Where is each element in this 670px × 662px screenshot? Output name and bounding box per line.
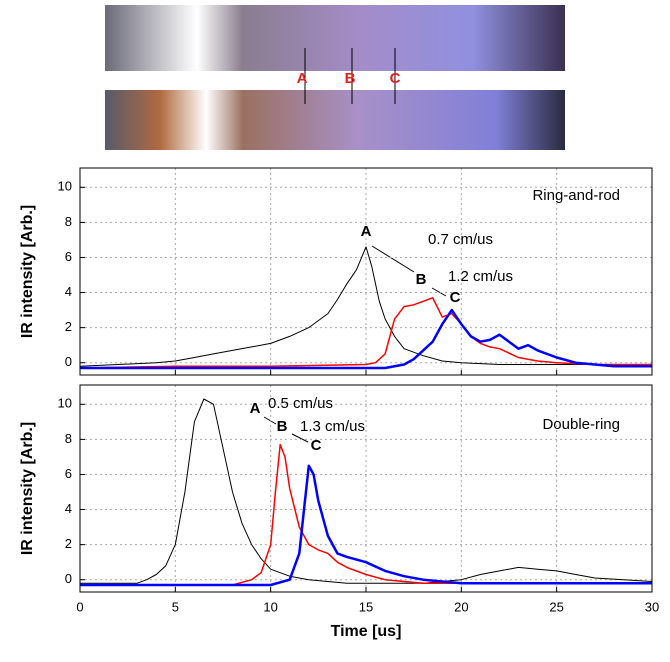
series-line — [80, 308, 652, 370]
y-tick-label: 0 — [65, 571, 72, 586]
annotation: Ring-and-rod — [532, 187, 620, 204]
y-axis-label: IR intensity [Arb.] — [19, 422, 36, 555]
annotation: 0.5 cm/us — [268, 395, 333, 412]
x-tick-label: 5 — [172, 599, 179, 614]
y-tick-label: 2 — [65, 536, 72, 551]
series-line — [79, 297, 652, 369]
y-axis-label: IR intensity [Arb.] — [19, 205, 36, 338]
annotation: C — [450, 289, 461, 306]
annotation: 1.3 cm/us — [300, 418, 365, 435]
y-tick-label: 6 — [65, 249, 72, 264]
photo-ring-and-rod — [105, 5, 565, 71]
y-tick-label: 8 — [65, 431, 72, 446]
photo-arrows — [304, 48, 396, 104]
photo-label: C — [390, 70, 401, 87]
annotation: Double-ring — [542, 416, 620, 433]
y-tick-label: 0 — [65, 354, 72, 369]
series-line — [79, 246, 652, 367]
y-tick-label: 8 — [65, 214, 72, 229]
y-tick-label: 4 — [65, 501, 72, 516]
annotation: A — [361, 223, 372, 240]
annotation-arrows — [263, 245, 447, 443]
y-tick-label: 4 — [65, 284, 72, 299]
annotation: C — [311, 437, 322, 454]
x-tick-label: 20 — [454, 599, 468, 614]
annotation: 1.2 cm/us — [448, 268, 513, 285]
annotation: B — [277, 418, 288, 435]
photo-label: B — [345, 70, 356, 87]
y-tick-label: 10 — [58, 396, 72, 411]
y-tick-label: 6 — [65, 466, 72, 481]
photo-label: A — [297, 70, 308, 87]
x-axis-label: Time [us] — [331, 623, 402, 640]
x-tick-label: 0 — [76, 599, 83, 614]
plot-frame — [79, 167, 653, 376]
x-tick-label: 25 — [549, 599, 563, 614]
y-tick-label: 10 — [58, 179, 72, 194]
annotation: 0.7 cm/us — [428, 231, 493, 248]
series-line — [80, 398, 653, 584]
plot-frame — [79, 384, 653, 593]
x-tick-label: 30 — [645, 599, 659, 614]
series-line — [80, 443, 652, 586]
annotation: B — [416, 271, 427, 288]
photo-double-ring — [105, 90, 565, 150]
y-tick-label: 2 — [65, 319, 72, 334]
x-tick-label: 15 — [359, 599, 373, 614]
annotation: A — [250, 400, 261, 417]
series-line — [80, 464, 652, 587]
x-tick-label: 10 — [263, 599, 277, 614]
